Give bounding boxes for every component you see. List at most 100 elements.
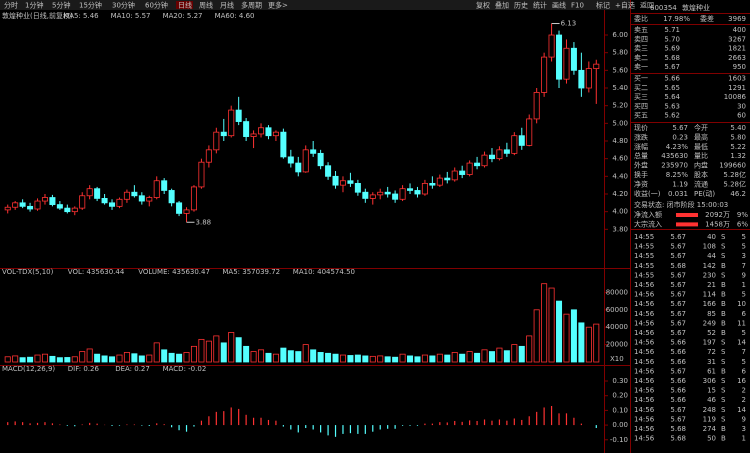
candle-body	[49, 197, 56, 205]
volume-bar	[27, 356, 34, 363]
candle-body	[570, 47, 577, 71]
chart-header: MA5: 5.46	[63, 12, 99, 20]
trade-price: 5.67	[670, 252, 686, 260]
chart-header: MACD(12,26,9)	[2, 365, 55, 373]
trade-price: 5.67	[670, 291, 686, 299]
volume-bar	[451, 352, 458, 363]
tool-button[interactable]: 画线	[552, 1, 566, 10]
volume-bar	[399, 353, 406, 363]
y-tick-label: 80000	[606, 288, 628, 296]
volume-bar	[377, 355, 384, 363]
candle-body	[421, 182, 428, 195]
trade-volume: 230	[703, 271, 716, 279]
candle-body	[533, 92, 540, 120]
chart-header: MA10: 5.57	[111, 12, 151, 20]
book-label: 卖四	[634, 35, 648, 43]
volume-bar	[138, 355, 145, 363]
period-tab[interactable]: 月线	[220, 1, 234, 10]
period-tab[interactable]: 分时	[4, 1, 18, 10]
trade-price: 5.67	[670, 243, 686, 251]
candle-body	[41, 197, 48, 202]
candle-body	[272, 131, 279, 137]
trade-time: 14:55	[634, 233, 654, 241]
tool-button[interactable]: F10	[571, 2, 584, 10]
candle-body	[347, 180, 354, 184]
tool-button[interactable]: 返回	[640, 2, 654, 10]
book-price: 5.67	[664, 63, 680, 71]
candle-body	[556, 34, 563, 80]
trade-count: 2	[742, 396, 746, 404]
tool-button[interactable]: 叠加	[495, 1, 509, 10]
candle-body	[12, 202, 19, 208]
trade-volume: 72	[707, 348, 716, 356]
trade-side: B	[721, 262, 726, 270]
period-tab[interactable]: 1分钟	[25, 1, 43, 10]
trade-count: 2	[742, 387, 746, 395]
stat-label: 现价	[634, 124, 648, 132]
period-tab[interactable]: 多周期	[241, 1, 262, 10]
volume-bar	[71, 356, 78, 363]
y-tick-label: 4.40	[612, 172, 628, 180]
candle-body	[19, 202, 26, 207]
trade-volume: 15	[707, 387, 716, 395]
trade-price: 5.66	[670, 377, 686, 385]
candle-body	[414, 190, 421, 195]
trade-time: 14:56	[634, 415, 655, 423]
candle-body	[518, 135, 525, 146]
period-tab[interactable]: 15分钟	[79, 1, 102, 10]
candle-body	[436, 177, 443, 186]
flow-label: 净流入额	[634, 210, 662, 219]
candle-body	[377, 191, 384, 196]
tool-button[interactable]: 复权	[476, 1, 490, 10]
chart-header: VOL-TDX(5,10)	[2, 268, 54, 276]
trade-volume: 248	[703, 406, 716, 414]
book-price: 5.66	[664, 75, 680, 83]
y-tick-label: 4.20	[612, 190, 628, 198]
trade-volume: 52	[707, 329, 716, 337]
volume-bar	[317, 352, 324, 363]
candle-body	[228, 109, 235, 137]
tool-button[interactable]: 统计	[533, 1, 547, 10]
tool-button[interactable]: 标记	[596, 1, 610, 10]
y-tick-label: 4.00	[612, 208, 628, 216]
chart-header: MA20: 5.27	[163, 12, 203, 20]
trade-count: 5	[742, 291, 746, 299]
trade-volume: 197	[703, 339, 716, 347]
volume-bar	[526, 335, 533, 363]
trade-price: 5.66	[670, 396, 686, 404]
stat-label: 净资	[634, 179, 648, 188]
trade-status: 交易状态: 闭市阶段 15:00:03	[634, 200, 728, 209]
volume-bar	[49, 355, 56, 363]
volume-bar	[518, 345, 525, 363]
trade-side: S	[721, 377, 726, 385]
tool-button[interactable]: +自选	[615, 1, 635, 10]
period-tab[interactable]: 30分钟	[112, 1, 135, 10]
trade-side: S	[721, 358, 726, 366]
tool-button[interactable]: 历史	[514, 1, 528, 10]
period-tab[interactable]: 日线	[178, 1, 192, 10]
unit-label: X10	[610, 355, 624, 363]
y-tick-label: 6.00	[612, 31, 628, 39]
volume-bar	[4, 356, 11, 363]
stat-label: 最高	[694, 132, 708, 141]
volume-bar	[250, 351, 257, 363]
volume-bar	[407, 355, 414, 363]
chart-header: MA60: 4.60	[215, 12, 255, 20]
volume-bar	[34, 354, 41, 363]
book-volume: 3267	[728, 35, 746, 43]
period-tab[interactable]: 5分钟	[52, 1, 70, 10]
stat-value: 5.28亿	[723, 170, 746, 179]
period-tab[interactable]: 周线	[199, 1, 213, 10]
trade-count: 7	[742, 262, 746, 270]
trade-volume: 108	[703, 243, 716, 251]
trade-volume: 21	[707, 281, 716, 289]
candle-body	[392, 193, 399, 200]
trade-count: 9	[742, 415, 746, 423]
period-tab[interactable]: 更多>	[268, 1, 288, 10]
book-price: 5.62	[664, 112, 680, 120]
trade-price: 5.67	[670, 329, 686, 337]
period-tab[interactable]: 60分钟	[145, 1, 168, 10]
book-volume: 30	[737, 102, 746, 110]
stat-value: 8.25%	[666, 171, 689, 179]
book-volume: 1291	[728, 84, 746, 92]
